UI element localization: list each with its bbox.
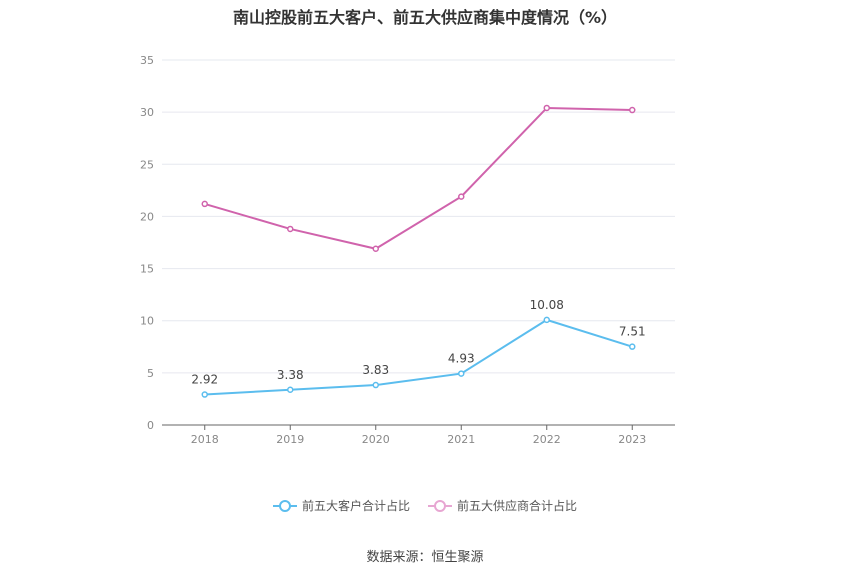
grid-layer xyxy=(162,59,675,374)
data-label: 2.92 xyxy=(191,373,218,387)
data-point xyxy=(458,370,465,377)
data-source: 数据来源：恒生聚源 xyxy=(366,550,484,565)
data-point xyxy=(629,106,636,114)
legend-swatch-customers xyxy=(272,499,297,513)
x-tick-label: 2018 xyxy=(191,433,219,446)
data-point xyxy=(543,316,550,324)
legend-label-suppliers: 前五大供应商合计占比 xyxy=(457,499,578,513)
data-label: 10.08 xyxy=(530,298,564,312)
y-tick-label: 30 xyxy=(140,106,154,119)
x-tick-label: 2019 xyxy=(276,433,304,446)
x-tick-label: 2022 xyxy=(533,433,561,446)
data-label: 3.38 xyxy=(277,368,304,382)
data-point xyxy=(372,245,379,253)
data-label: 7.51 xyxy=(619,325,646,339)
x-tick-label: 2023 xyxy=(618,433,646,446)
y-tick-label: 5 xyxy=(147,367,154,380)
series-line-1 xyxy=(204,106,633,250)
label-layer: 2.92 3.38 3.83 4.93 10.08 7.51 xyxy=(191,298,645,387)
series-layer xyxy=(201,104,636,398)
x-tick-label: 2020 xyxy=(362,433,390,446)
y-tick-label: 20 xyxy=(140,210,154,223)
data-point xyxy=(458,193,465,200)
x-tick-label: 2021 xyxy=(447,433,475,446)
data-point xyxy=(372,381,379,389)
y-tick-label: 25 xyxy=(140,158,154,171)
y-tick-label: 35 xyxy=(140,54,154,67)
legend-label-customers: 前五大客户合计占比 xyxy=(301,499,410,513)
data-label: 4.93 xyxy=(448,352,475,366)
data-point xyxy=(287,386,294,394)
data-point xyxy=(629,343,636,350)
y-tick-label: 10 xyxy=(140,315,154,328)
data-point xyxy=(201,391,208,398)
series-line-0 xyxy=(204,318,633,396)
y-tick-label: 15 xyxy=(140,263,154,276)
legend-item-suppliers[interactable]: 前五大供应商合计占比 xyxy=(428,497,577,514)
legend-swatch-suppliers xyxy=(428,499,452,513)
axis-layer: 0 5 10 15 20 25 30 35 2018 2019 2020 2021 2022 2023 xyxy=(140,54,675,446)
chart-title: 南山控股前五大客户、前五大供应商集中度情况（%） xyxy=(232,8,618,27)
data-point xyxy=(201,200,208,208)
data-point xyxy=(287,225,294,233)
legend: 前五大客户合计占比 前五大供应商合计占比 xyxy=(0,497,850,514)
y-tick-label: 0 xyxy=(147,419,154,432)
data-label: 3.83 xyxy=(362,363,389,377)
legend-item-customers[interactable]: 前五大客户合计占比 xyxy=(272,497,410,514)
data-point xyxy=(543,104,550,112)
